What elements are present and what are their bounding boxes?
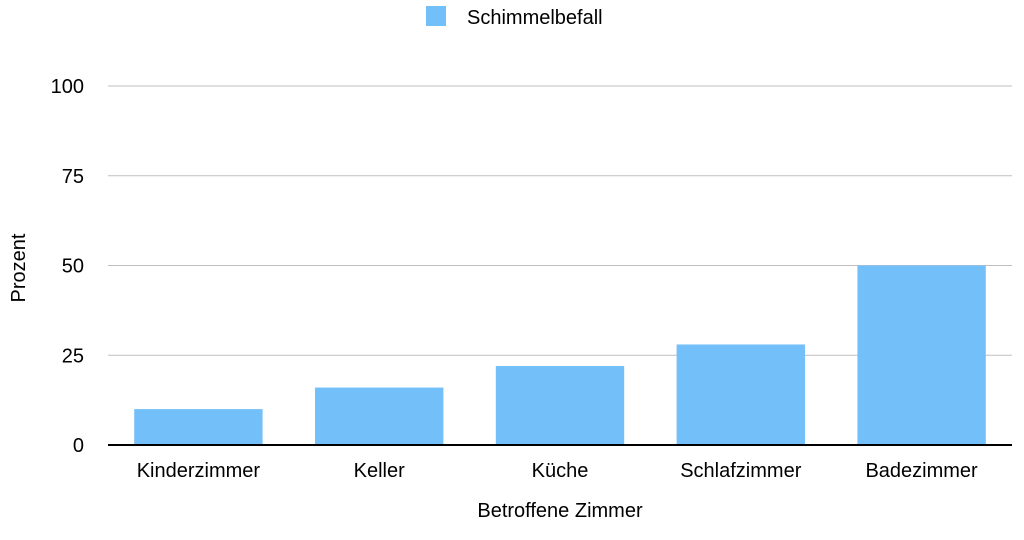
bars	[134, 265, 986, 445]
y-tick-label: 75	[62, 166, 84, 188]
bar-küche	[495, 366, 625, 445]
y-tick-label: 100	[51, 76, 84, 98]
x-tick-label: Badezimmer	[865, 460, 978, 482]
legend-label-schimmelbefall: Schimmelbefall	[467, 7, 603, 29]
x-axis-title: Betroffene Zimmer	[477, 500, 643, 522]
bar-keller	[315, 387, 444, 445]
legend: Schimmelbefall	[426, 6, 603, 29]
y-tick-label: 25	[62, 345, 84, 367]
bar-kinderzimmer	[134, 409, 263, 445]
y-axis-ticks: 0 25 50 75 100	[51, 76, 84, 457]
y-tick-label: 0	[73, 435, 84, 457]
x-tick-label: Küche	[532, 460, 589, 482]
bar-schlafzimmer	[676, 344, 805, 445]
y-axis-title: Prozent	[8, 233, 30, 302]
x-tick-label: Keller	[354, 460, 405, 482]
x-axis-ticks: Kinderzimmer Keller Küche Schlafzimmer Badez…	[137, 460, 978, 482]
y-tick-label: 50	[62, 256, 84, 278]
bar-badezimmer	[857, 265, 986, 445]
legend-swatch-schimmelbefall	[426, 6, 446, 26]
x-tick-label: Kinderzimmer	[137, 460, 261, 482]
x-tick-label: Schlafzimmer	[680, 460, 801, 482]
